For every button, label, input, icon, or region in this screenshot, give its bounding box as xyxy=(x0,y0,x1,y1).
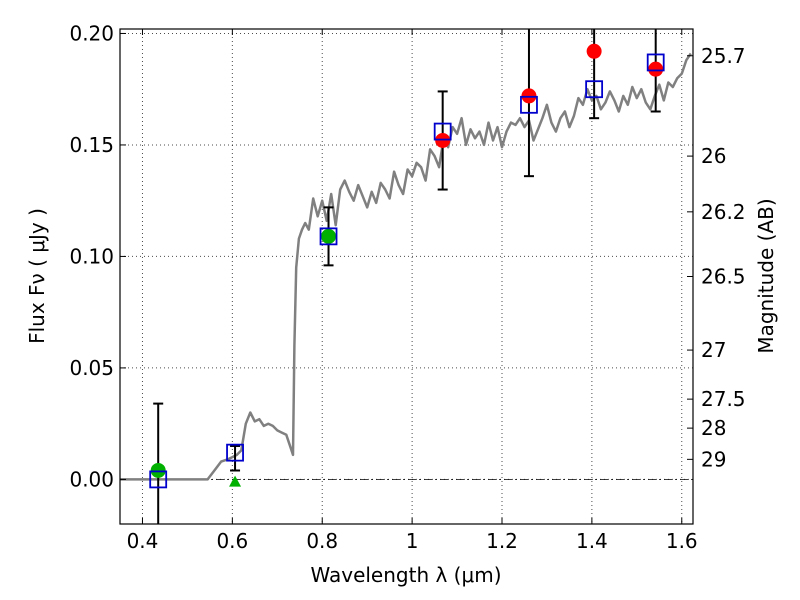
x-tick-label: 1.2 xyxy=(486,529,518,553)
magnitude-tick-label: 28 xyxy=(701,416,726,440)
magnitude-tick-label: 26 xyxy=(701,144,726,168)
x-tick-label: 0.6 xyxy=(216,529,248,553)
model-flux-square xyxy=(226,443,244,462)
markers xyxy=(149,43,665,489)
magnitude-tick-label: 26.5 xyxy=(701,265,746,289)
magnitude-tick-label: 25.7 xyxy=(701,44,746,68)
y-axis-title: Flux Fν ( μJy ) xyxy=(25,208,49,344)
x-tick-label: 1.4 xyxy=(576,529,608,553)
magnitude-tick-label: 27 xyxy=(701,338,726,362)
magnitude-tick-label: 27.5 xyxy=(701,387,746,411)
magnitude-tick-label: 29 xyxy=(701,447,726,471)
model-flux-square xyxy=(319,227,338,246)
magnitude-tick-label: 26.2 xyxy=(701,200,746,224)
y-tick-label: 0.15 xyxy=(69,133,114,157)
y-tick-label: 0.00 xyxy=(69,467,114,491)
y-tick-label: 0.05 xyxy=(69,356,114,380)
magnitude-axis-title: Magnitude (AB) xyxy=(754,198,778,353)
observed-flux-point xyxy=(150,462,166,478)
x-tick-label: 0.8 xyxy=(306,529,338,553)
observed-flux-point xyxy=(586,43,602,59)
observed-flux-point xyxy=(521,88,537,104)
x-axis-title: Wavelength λ (μm) xyxy=(310,563,501,587)
sed-model-line xyxy=(120,52,692,481)
observed-flux-point xyxy=(321,228,337,244)
plot-frame xyxy=(119,28,694,525)
y-tick-label: 0.10 xyxy=(69,244,114,268)
x-tick-label: 1 xyxy=(406,529,419,553)
grid xyxy=(120,29,693,524)
model-flux-square xyxy=(646,53,665,72)
plot-area xyxy=(120,29,692,524)
upper-limit-triangle xyxy=(229,475,242,487)
model-flux-square xyxy=(585,80,604,99)
ticks: 0.4 0.6 0.8 1 1.2 1.4 1.6 0.00 0.05 0.10 0.15 0.20 2… xyxy=(69,21,745,553)
y-tick-label: 0.20 xyxy=(69,21,114,45)
model-flux-square xyxy=(149,470,168,489)
observed-flux-point xyxy=(435,132,451,148)
model-flux-square xyxy=(433,122,452,141)
x-tick-label: 0.4 xyxy=(127,529,159,553)
observed-flux-point xyxy=(648,61,664,77)
x-tick-label: 1.6 xyxy=(666,529,698,553)
model-flux-square xyxy=(520,95,538,114)
